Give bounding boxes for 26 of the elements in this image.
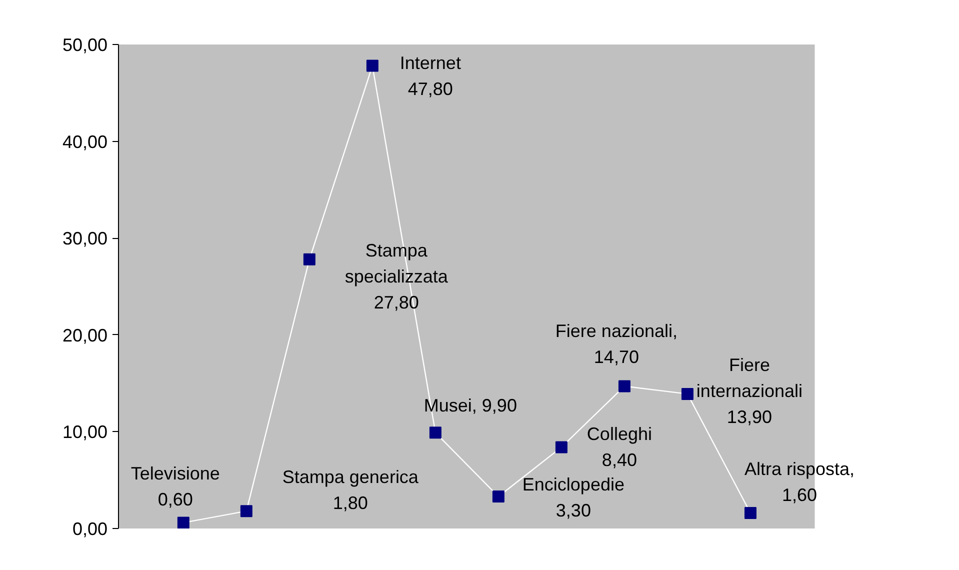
text: Stampa generica 1,80 <box>282 467 418 514</box>
text: Musei, 9,90 <box>424 396 517 416</box>
point <box>366 60 378 72</box>
point <box>303 253 316 266</box>
point <box>177 516 190 528</box>
text: Altra risposta, 1,60 <box>744 459 854 506</box>
point <box>429 426 442 439</box>
y-tick-label: 10,00 <box>62 422 108 442</box>
y-tick-label: 40,00 <box>62 132 108 152</box>
text: Internet 47,80 <box>400 52 461 99</box>
point <box>744 507 756 520</box>
point <box>618 380 630 392</box>
text: Fiere internazionali 13,90 <box>696 354 803 427</box>
y-tick-label: 50,00 <box>62 35 108 55</box>
y-tick-label: 0,00 <box>72 519 108 539</box>
point <box>240 505 252 518</box>
point <box>681 388 694 400</box>
point <box>555 441 568 454</box>
text: Colleghi 8,40 <box>586 424 652 470</box>
y-tick-label: 20,00 <box>62 325 108 346</box>
y-tick-label: 30,00 <box>62 228 108 249</box>
text: Stampa specializzata 27,80 <box>344 240 448 312</box>
point <box>492 490 504 503</box>
text: Fiere nazionali, 14,70 <box>555 321 678 368</box>
text: Enciclopedie 3,30 <box>522 474 624 521</box>
text: Televisione 0,60 <box>130 464 220 510</box>
